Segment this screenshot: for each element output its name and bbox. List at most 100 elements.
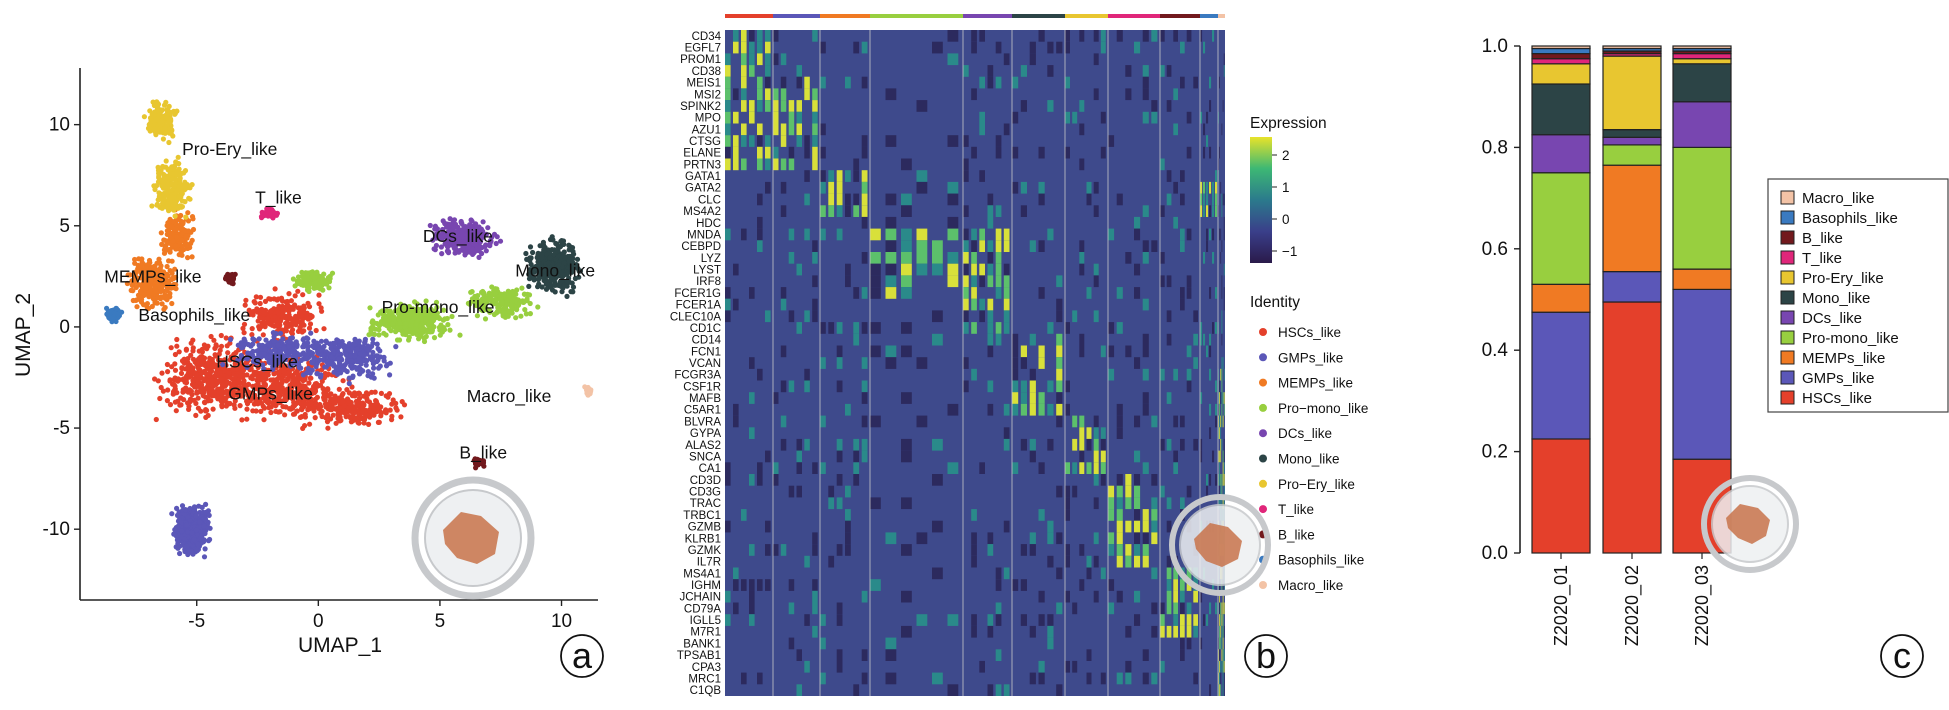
umap-point: [476, 248, 482, 254]
umap-point: [170, 171, 176, 177]
heatmap-cell: [820, 228, 826, 241]
heatmap-cell: [987, 614, 994, 626]
heatmap-cell: [979, 240, 985, 252]
umap-point: [229, 366, 235, 373]
umap-point: [586, 386, 592, 392]
heatmap-cell: [836, 497, 843, 510]
umap-point: [327, 406, 333, 413]
umap-point: [312, 275, 318, 281]
heatmap-cell: [963, 158, 969, 171]
umap-point: [552, 289, 558, 295]
umap-point: [570, 284, 577, 290]
umap-point: [307, 370, 313, 376]
heatmap-cell: [861, 181, 868, 194]
heatmap-cell: [861, 380, 868, 393]
umap-point: [401, 402, 408, 408]
umap-point: [223, 335, 229, 341]
umap-point: [208, 389, 214, 395]
heatmap-cell: [820, 181, 826, 194]
heatmap-cell: [853, 474, 860, 486]
umap-point: [482, 316, 489, 322]
umap-point: [262, 298, 269, 304]
heatmap-cell: [804, 660, 810, 673]
umap-cluster-label: MEMPs_like: [104, 266, 201, 287]
umap-point: [206, 512, 212, 519]
umap-point: [239, 393, 245, 399]
heatmap-cell: [741, 76, 747, 89]
umap-point: [340, 378, 346, 384]
umap-point: [438, 322, 444, 328]
heatmap-cell: [836, 357, 843, 369]
umap-point: [186, 242, 192, 248]
watermark-seal-icon: [411, 476, 535, 600]
heatmap-cell: [765, 88, 771, 101]
heatmap-cell: [788, 380, 795, 393]
heatmap-cell: [788, 158, 795, 171]
umap-point: [169, 176, 176, 182]
umap-point: [437, 332, 443, 338]
heatmap-cell: [861, 450, 868, 463]
heatmap-cell: [820, 205, 826, 217]
umap-point: [328, 354, 334, 360]
umap-point: [283, 306, 289, 312]
umap-point: [371, 412, 377, 418]
heatmap-cell: [765, 146, 771, 159]
heatmap-cell: [870, 228, 881, 241]
heatmap-cell: [828, 485, 835, 498]
heatmap-cell: [916, 263, 928, 276]
heatmap-cell: [861, 672, 868, 685]
umap-point: [175, 376, 181, 382]
heatmap-cell: [995, 322, 1002, 334]
heatmap-cell: [845, 532, 851, 545]
heatmap-cell: [853, 193, 860, 206]
heatmap-cell: [885, 263, 897, 276]
umap-point: [182, 536, 188, 542]
umap-point: [292, 283, 298, 289]
heatmap-cell: [995, 252, 1002, 264]
umap-point: [241, 330, 247, 336]
umap-cluster-label: Pro-mono_like: [382, 297, 495, 318]
heatmap-cell: [749, 579, 755, 591]
heatmap-cell: [885, 287, 897, 299]
umap-point: [182, 507, 188, 513]
umap-point: [351, 341, 357, 347]
heatmap-cell: [773, 158, 779, 171]
heatmap-cell: [820, 462, 826, 474]
heatmap-cell: [885, 649, 897, 661]
umap-cluster-label: Mono_like: [515, 260, 595, 281]
umap-point: [164, 297, 170, 303]
heatmap-cell: [845, 509, 851, 521]
umap-point: [271, 334, 277, 340]
umap-point: [113, 306, 120, 312]
umap-point: [252, 392, 258, 398]
umap-point: [393, 400, 399, 406]
umap-point: [173, 159, 179, 165]
heatmap-cell: [773, 123, 779, 136]
umap-point: [313, 327, 319, 334]
umap-point: [229, 376, 235, 382]
umap-point: [306, 380, 312, 386]
heatmap-cell: [971, 252, 977, 264]
umap-point: [223, 403, 229, 409]
umap-point: [240, 368, 246, 374]
umap-point: [539, 254, 545, 260]
umap-point: [293, 401, 299, 407]
heatmap-cell: [979, 310, 985, 323]
umap-point: [505, 313, 511, 319]
umap-point: [527, 244, 534, 250]
umap-point: [165, 167, 171, 173]
umap-point: [184, 543, 190, 549]
heatmap-cell: [812, 544, 818, 556]
umap-point: [276, 369, 282, 375]
umap-point: [164, 189, 170, 195]
umap-point: [303, 314, 309, 320]
heatmap-cell: [765, 544, 771, 556]
heatmap-cell: [901, 392, 912, 404]
umap-point: [300, 378, 306, 384]
heatmap-cell: [979, 123, 985, 136]
umap-point: [172, 180, 179, 186]
heatmap-cell: [836, 193, 843, 206]
heatmap-cell: [916, 415, 928, 428]
heatmap-cell: [971, 41, 977, 54]
umap-point: [351, 390, 358, 396]
